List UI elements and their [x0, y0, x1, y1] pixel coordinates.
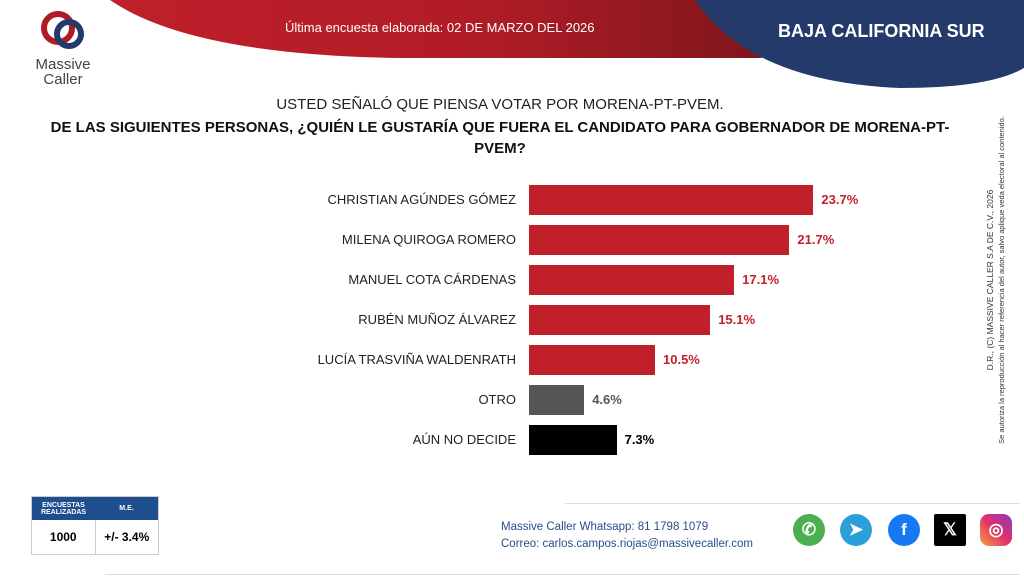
survey-stats-table: ENCUESTAS REALIZADAS M.E. 1000 +/- 3.4% [31, 496, 159, 555]
bar [529, 305, 711, 335]
question-intro: USTED SEÑALÓ QUE PIENSA VOTAR POR MORENA… [276, 96, 724, 113]
header-bands [110, 0, 1024, 88]
category-label: RUBÉN MUÑOZ ÁLVAREZ [358, 312, 516, 327]
telegram-icon[interactable]: ➤ [840, 514, 872, 546]
category-label: CHRISTIAN AGÚNDES GÓMEZ [327, 192, 516, 207]
logo-text-1: Massive [35, 56, 91, 73]
divider [105, 574, 1020, 575]
facebook-icon[interactable]: f [888, 514, 920, 546]
data-label: 23.7% [821, 192, 859, 207]
margin-error-value: +/- 3.4% [104, 530, 150, 544]
whatsapp-icon[interactable]: ✆ [793, 514, 825, 546]
header-margin-error: M.E. [119, 505, 134, 512]
logo-text-2: Caller [43, 71, 83, 88]
bar [529, 265, 735, 295]
category-label: OTRO [478, 392, 516, 407]
data-label: 21.7% [797, 232, 835, 247]
header-blue-band [695, 0, 1024, 88]
survey-date: Última encuesta elaborada: 02 DE MARZO D… [285, 20, 595, 35]
massive-caller-logo: Massive Caller [28, 10, 98, 87]
bar [529, 425, 617, 455]
reproduction-note: Se autoriza la reproducción al hacer ref… [997, 116, 1006, 444]
data-label: 7.3% [624, 432, 655, 447]
divider [565, 503, 1020, 504]
bar [529, 385, 585, 415]
copyright-note: D.R., (C) MASSIVE CALLER S.A DE C.V., 20… [985, 90, 1007, 470]
category-label: LUCÍA TRASVIÑA WALDENRATH [317, 352, 516, 367]
category-label: MANUEL COTA CÁRDENAS [348, 272, 516, 287]
data-label: 4.6% [592, 392, 622, 407]
x-icon[interactable]: 𝕏 [934, 514, 966, 546]
whatsapp-contact: Massive Caller Whatsapp: 81 1798 1079 [501, 521, 709, 533]
bar [529, 185, 814, 215]
bar [529, 225, 790, 255]
header-red-band [110, 0, 860, 58]
state-title: BAJA CALIFORNIA SUR [778, 21, 985, 41]
category-label: AÚN NO DECIDE [412, 432, 516, 447]
surveys-count: 1000 [32, 520, 96, 554]
header-surveys: ENCUESTAS REALIZADAS [40, 501, 87, 516]
category-label: MILENA QUIROGA ROMERO [341, 232, 516, 247]
logo-bubbles-icon [41, 11, 84, 49]
instagram-icon[interactable]: ◎ [980, 514, 1012, 546]
copyright-line: D.R., (C) MASSIVE CALLER S.A DE C.V., 20… [985, 189, 995, 371]
question-main: DE LAS SIGUIENTES PERSONAS, ¿QUIÉN LE GU… [50, 119, 950, 157]
email-contact: Correo: carlos.campos.riojas@massivecall… [501, 538, 753, 550]
contact-info: Massive Caller Whatsapp: 81 1798 1079 Co… [501, 519, 753, 553]
data-label: 15.1% [718, 312, 756, 327]
data-label: 17.1% [742, 272, 780, 287]
data-label: 10.5% [663, 352, 700, 367]
bar [529, 345, 655, 375]
